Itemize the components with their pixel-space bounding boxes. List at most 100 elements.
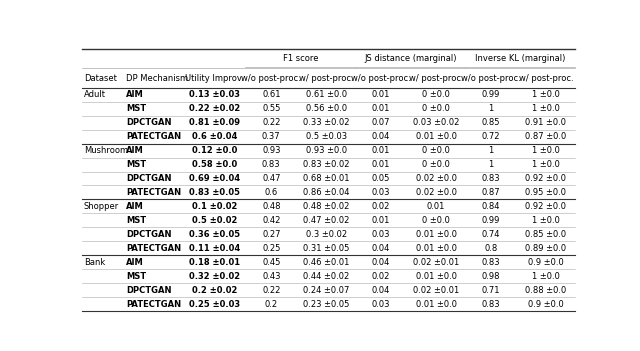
Text: 0.02 ±0.01: 0.02 ±0.01 <box>413 258 460 267</box>
Text: 0.3 ±0.02: 0.3 ±0.02 <box>306 230 347 239</box>
Text: 0.02 ±0.0: 0.02 ±0.0 <box>415 188 456 197</box>
Text: 0.83 ±0.02: 0.83 ±0.02 <box>303 160 349 169</box>
Text: PATECTGAN: PATECTGAN <box>127 299 182 309</box>
Text: 0 ±0.0: 0 ±0.0 <box>422 104 450 113</box>
Text: 0.03 ±0.02: 0.03 ±0.02 <box>413 118 460 127</box>
Text: 0 ±0.0: 0 ±0.0 <box>422 90 450 99</box>
Text: 0.2 ±0.02: 0.2 ±0.02 <box>192 286 237 294</box>
Text: 0.01 ±0.0: 0.01 ±0.0 <box>415 132 456 141</box>
Text: 0.04: 0.04 <box>372 258 390 267</box>
Text: w/ post-proc.: w/ post-proc. <box>518 74 573 82</box>
Text: Dataset: Dataset <box>84 74 117 82</box>
Text: DP Mechanism: DP Mechanism <box>127 74 189 82</box>
Text: 0.89 ±0.0: 0.89 ±0.0 <box>525 244 566 253</box>
Text: 0.07: 0.07 <box>372 118 390 127</box>
Text: 0.25: 0.25 <box>262 244 280 253</box>
Text: 0.72: 0.72 <box>482 132 500 141</box>
Text: 0.83: 0.83 <box>482 258 500 267</box>
Text: 0.9 ±0.0: 0.9 ±0.0 <box>528 258 564 267</box>
Text: 0.95 ±0.0: 0.95 ±0.0 <box>525 188 566 197</box>
Text: 0.69 ±0.04: 0.69 ±0.04 <box>189 174 240 183</box>
Text: 1 ±0.0: 1 ±0.0 <box>532 272 560 281</box>
Text: 0.37: 0.37 <box>262 132 280 141</box>
Text: 0.42: 0.42 <box>262 216 280 225</box>
Text: 0.03: 0.03 <box>372 230 390 239</box>
Text: 0.33 ±0.02: 0.33 ±0.02 <box>303 118 349 127</box>
Text: w/ post-proc.: w/ post-proc. <box>299 74 353 82</box>
Text: JS distance (marginal): JS distance (marginal) <box>364 54 456 63</box>
Text: 0.01 ±0.0: 0.01 ±0.0 <box>415 230 456 239</box>
Text: 0.01 ±0.0: 0.01 ±0.0 <box>415 272 456 281</box>
Text: Adult: Adult <box>84 90 106 99</box>
Text: Inverse KL (marginal): Inverse KL (marginal) <box>475 54 565 63</box>
Text: 0.68 ±0.01: 0.68 ±0.01 <box>303 174 349 183</box>
Text: 0.31 ±0.05: 0.31 ±0.05 <box>303 244 349 253</box>
Text: 1 ±0.0: 1 ±0.0 <box>532 104 560 113</box>
Text: 0.24 ±0.07: 0.24 ±0.07 <box>303 286 349 294</box>
Text: DPCTGAN: DPCTGAN <box>127 230 172 239</box>
Text: F1 score: F1 score <box>283 54 318 63</box>
Text: 0.6 ±0.04: 0.6 ±0.04 <box>192 132 237 141</box>
Text: 0.47 ±0.02: 0.47 ±0.02 <box>303 216 349 225</box>
Text: Shopper: Shopper <box>84 202 119 211</box>
Text: MST: MST <box>127 216 147 225</box>
Text: 0.87: 0.87 <box>482 188 500 197</box>
Text: 0.22: 0.22 <box>262 118 280 127</box>
Text: 0.01 ±0.0: 0.01 ±0.0 <box>415 244 456 253</box>
Text: MST: MST <box>127 272 147 281</box>
Text: 0.92 ±0.0: 0.92 ±0.0 <box>525 202 566 211</box>
Text: 0.5 ±0.02: 0.5 ±0.02 <box>192 216 237 225</box>
Text: 0.55: 0.55 <box>262 104 280 113</box>
Text: 1 ±0.0: 1 ±0.0 <box>532 216 560 225</box>
Text: 1: 1 <box>488 160 493 169</box>
Text: 0.98: 0.98 <box>482 272 500 281</box>
Text: 0.99: 0.99 <box>482 216 500 225</box>
Text: 0.32 ±0.02: 0.32 ±0.02 <box>189 272 240 281</box>
Text: 0.8: 0.8 <box>484 244 498 253</box>
Text: 0.03: 0.03 <box>372 299 390 309</box>
Text: 0.43: 0.43 <box>262 272 280 281</box>
Text: AIM: AIM <box>127 202 144 211</box>
Text: 0.81 ±0.09: 0.81 ±0.09 <box>189 118 240 127</box>
Text: DPCTGAN: DPCTGAN <box>127 174 172 183</box>
Text: 0.92 ±0.0: 0.92 ±0.0 <box>525 174 566 183</box>
Text: MST: MST <box>127 104 147 113</box>
Text: 1: 1 <box>488 146 493 155</box>
Text: 0.74: 0.74 <box>482 230 500 239</box>
Text: 0.83: 0.83 <box>482 174 500 183</box>
Text: 0.93: 0.93 <box>262 146 280 155</box>
Text: 0.22: 0.22 <box>262 286 280 294</box>
Text: 0.44 ±0.02: 0.44 ±0.02 <box>303 272 349 281</box>
Text: 0.83: 0.83 <box>482 299 500 309</box>
Text: 0.61 ±0.0: 0.61 ±0.0 <box>306 90 347 99</box>
Text: DPCTGAN: DPCTGAN <box>127 286 172 294</box>
Text: Bank: Bank <box>84 258 105 267</box>
Text: AIM: AIM <box>127 258 144 267</box>
Text: 0.01: 0.01 <box>372 146 390 155</box>
Text: 1 ±0.0: 1 ±0.0 <box>532 90 560 99</box>
Text: 0.01: 0.01 <box>427 202 445 211</box>
Text: 0.04: 0.04 <box>372 244 390 253</box>
Text: 0.93 ±0.0: 0.93 ±0.0 <box>306 146 347 155</box>
Text: 0.01 ±0.0: 0.01 ±0.0 <box>415 299 456 309</box>
Text: 0.27: 0.27 <box>262 230 280 239</box>
Text: 0.85 ±0.0: 0.85 ±0.0 <box>525 230 566 239</box>
Text: 0.56 ±0.0: 0.56 ±0.0 <box>306 104 347 113</box>
Text: 0 ±0.0: 0 ±0.0 <box>422 160 450 169</box>
Text: 0.11 ±0.04: 0.11 ±0.04 <box>189 244 240 253</box>
Text: 0.01: 0.01 <box>372 216 390 225</box>
Text: 0.25 ±0.03: 0.25 ±0.03 <box>189 299 240 309</box>
Text: 0.01: 0.01 <box>372 104 390 113</box>
Text: Utility Improv.: Utility Improv. <box>185 74 244 82</box>
Text: AIM: AIM <box>127 90 144 99</box>
Text: 0.61: 0.61 <box>262 90 280 99</box>
Text: PATECTGAN: PATECTGAN <box>127 132 182 141</box>
Text: 0.5 ±0.03: 0.5 ±0.03 <box>306 132 347 141</box>
Text: 0.48: 0.48 <box>262 202 280 211</box>
Text: 0.04: 0.04 <box>372 132 390 141</box>
Text: 0 ±0.0: 0 ±0.0 <box>422 216 450 225</box>
Text: 0.9 ±0.0: 0.9 ±0.0 <box>528 299 564 309</box>
Text: 0.12 ±0.0: 0.12 ±0.0 <box>192 146 237 155</box>
Text: 0.86 ±0.04: 0.86 ±0.04 <box>303 188 349 197</box>
Text: 0.71: 0.71 <box>482 286 500 294</box>
